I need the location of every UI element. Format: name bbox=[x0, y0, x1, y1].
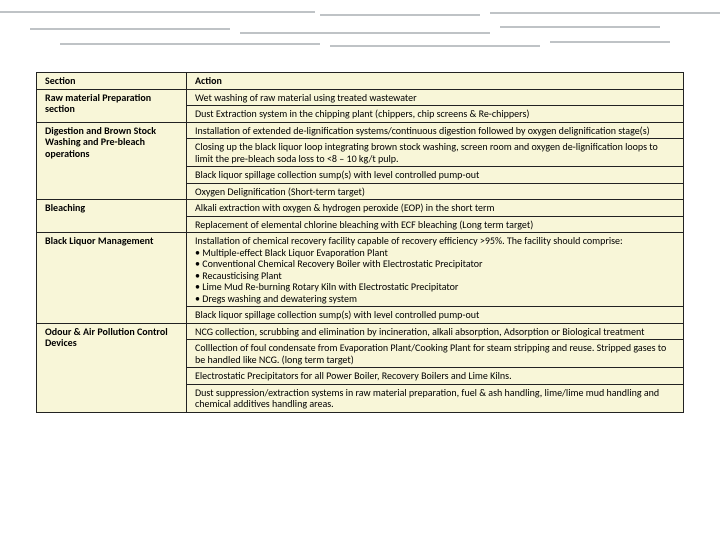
header-section: Section bbox=[37, 73, 187, 89]
action-cell: Oxygen Delignification (Short-term targe… bbox=[187, 183, 683, 200]
section-actions: Installation of chemical recovery facili… bbox=[187, 233, 683, 323]
section-actions: Alkali extraction with oxygen & hydrogen… bbox=[187, 200, 683, 232]
section-label: Raw material Preparation section bbox=[37, 90, 187, 122]
action-cell: Alkali extraction with oxygen & hydrogen… bbox=[187, 200, 683, 216]
action-cell: Closing up the black liquor loop integra… bbox=[187, 138, 683, 166]
action-cell: NCG collection, scrubbing and eliminatio… bbox=[187, 324, 683, 340]
action-cell: Dust Extraction system in the chipping p… bbox=[187, 105, 683, 122]
actions-table: Section Action Raw material Preparation … bbox=[36, 72, 684, 413]
section-actions: Installation of extended de-lignificatio… bbox=[187, 123, 683, 200]
action-cell: Electrostatic Precipitators for all Powe… bbox=[187, 367, 683, 384]
section-label: Bleaching bbox=[37, 200, 187, 232]
action-cell: Colllection of foul condensate from Evap… bbox=[187, 339, 683, 367]
action-cell: Wet washing of raw material using treate… bbox=[187, 90, 683, 106]
table-header-row: Section Action bbox=[37, 73, 683, 89]
header-decor bbox=[0, 0, 720, 56]
section-label: Digestion and Brown Stock Washing and Pr… bbox=[37, 123, 187, 200]
action-cell: Installation of extended de-lignificatio… bbox=[187, 123, 683, 139]
table-section: Odour & Air Pollution Control DevicesNCG… bbox=[37, 323, 683, 412]
section-actions: NCG collection, scrubbing and eliminatio… bbox=[187, 324, 683, 412]
header-action: Action bbox=[187, 73, 683, 89]
section-label: Odour & Air Pollution Control Devices bbox=[37, 324, 187, 412]
table-section: Black Liquor ManagementInstallation of c… bbox=[37, 232, 683, 323]
action-cell: Replacement of elemental chlorine bleach… bbox=[187, 216, 683, 233]
action-cell: Black liquor spillage collection sump(s)… bbox=[187, 306, 683, 323]
action-cell: Black liquor spillage collection sump(s)… bbox=[187, 166, 683, 183]
table-section: Digestion and Brown Stock Washing and Pr… bbox=[37, 122, 683, 200]
action-cell: Dust suppression/extraction systems in r… bbox=[187, 384, 683, 412]
section-actions: Wet washing of raw material using treate… bbox=[187, 90, 683, 122]
table-section: Raw material Preparation sectionWet wash… bbox=[37, 89, 683, 122]
section-label: Black Liquor Management bbox=[37, 233, 187, 323]
action-cell: Installation of chemical recovery facili… bbox=[187, 233, 683, 306]
table-section: BleachingAlkali extraction with oxygen &… bbox=[37, 199, 683, 232]
